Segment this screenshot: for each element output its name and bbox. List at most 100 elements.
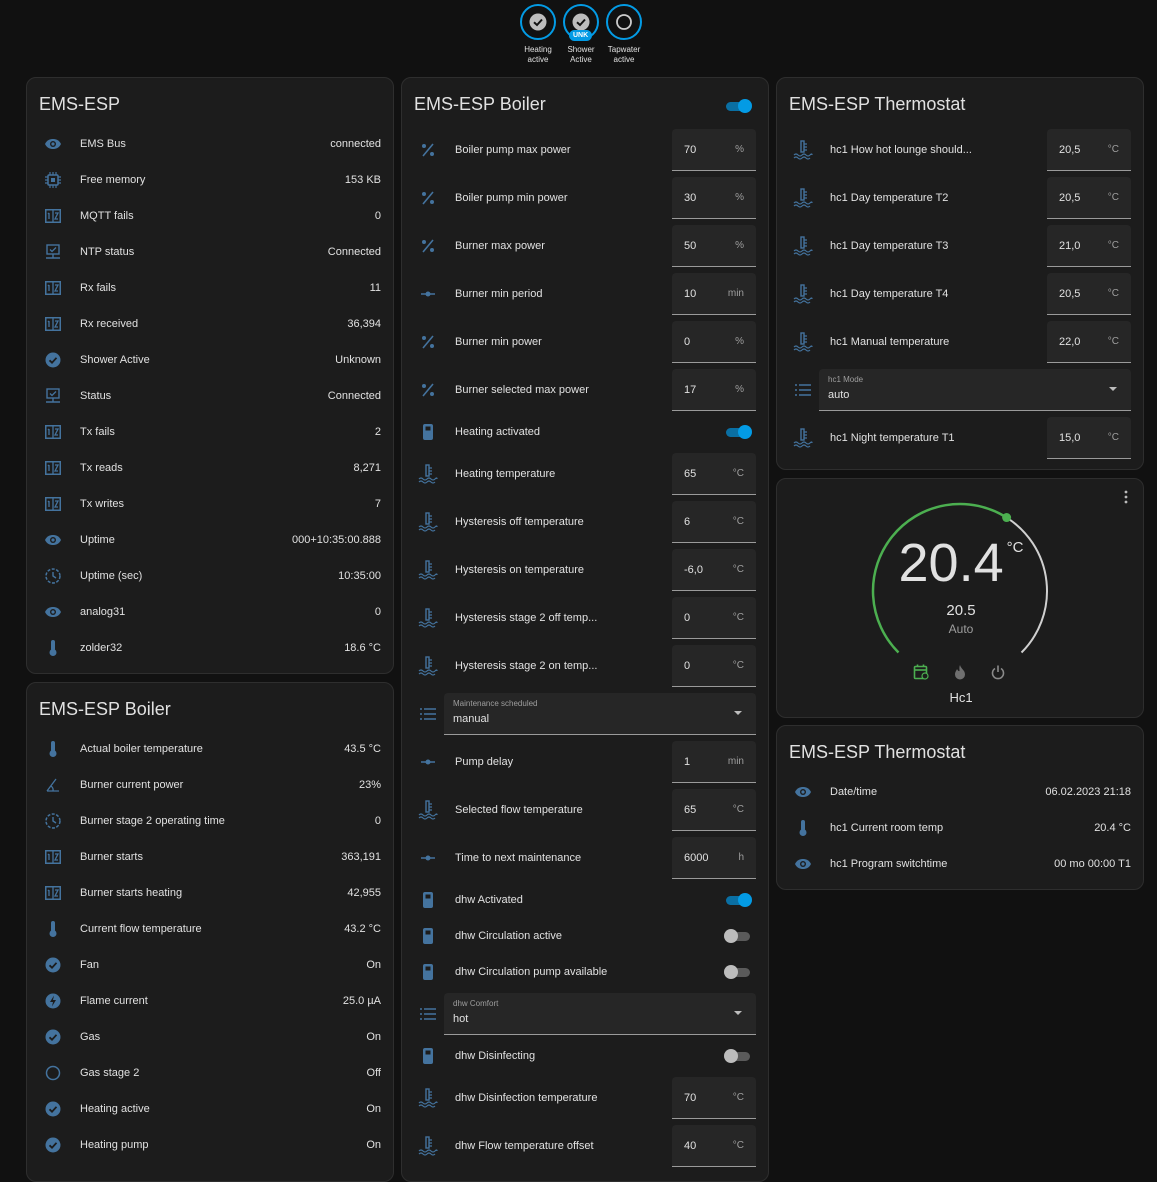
entity-row-ntp-status[interactable]: NTP status Connected (27, 243, 393, 261)
dhw-circulation-active-toggle[interactable] (724, 929, 752, 943)
dhw-disinfection-temperature-input[interactable]: 70 °C (672, 1077, 756, 1119)
dhw-circulation-pump-available-toggle[interactable] (724, 965, 752, 979)
entity-row-burner-current-power[interactable]: Burner current power 23% (27, 776, 393, 794)
hc1-day-temperature-t3-input[interactable]: 21,0 °C (1047, 225, 1131, 267)
boiler-header-toggle[interactable] (724, 99, 752, 113)
selected-flow-temperature-input[interactable]: 65 °C (672, 789, 756, 831)
percent-icon (418, 332, 438, 352)
hc1-how-hot-lounge-should-input[interactable]: 20,5 °C (1047, 129, 1131, 171)
control-row-hc1-day-temperature-t2: hc1 Day temperature T2 20,5 °C (777, 174, 1143, 222)
entity-row-date-time[interactable]: Date/time 06.02.2023 21:18 (777, 783, 1143, 801)
input-value: -6,0 (684, 564, 703, 576)
thermometer-icon (43, 919, 63, 939)
boiler-pump-min-power-input[interactable]: 30% (672, 177, 756, 219)
entity-row-zolder32[interactable]: zolder32 18.6 °C (27, 639, 393, 657)
hysteresis-on-temperature-input[interactable]: -6,0 °C (672, 549, 756, 591)
badge-tapwater-active[interactable]: Tapwater active (606, 4, 642, 65)
entity-name: Flame current (80, 995, 148, 1007)
entity-row-heating-active[interactable]: Heating active On (27, 1100, 393, 1118)
hc1-night-temperature-t1-input[interactable]: 15,0 °C (1047, 417, 1131, 459)
entity-row-flame-current[interactable]: Flame current 25.0 µA (27, 992, 393, 1010)
time-to-next-maintenance-input[interactable]: 6000 h (672, 837, 756, 879)
dial-handle[interactable] (1002, 513, 1012, 523)
badge-ring (520, 4, 556, 40)
entity-row-hc1-program-switchtime[interactable]: hc1 Program switchtime 00 mo 00:00 T1 (777, 855, 1143, 873)
entity-row-free-memory[interactable]: Free memory 153 KB (27, 171, 393, 189)
dhw-flow-temperature-offset-input[interactable]: 40 °C (672, 1125, 756, 1167)
thermostat-name: Hc1 (949, 690, 973, 705)
badge-bar: Heating active UNK Shower Active Tapwater a… (520, 4, 642, 65)
entity-row-tx-reads[interactable]: Tx reads 8,271 (27, 459, 393, 477)
hysteresis-stage-2-off-temp-input[interactable]: 0 °C (672, 597, 756, 639)
entity-name: MQTT fails (80, 210, 134, 222)
dhw-disinfecting-toggle[interactable] (724, 1049, 752, 1063)
badge-shower-active[interactable]: UNK Shower Active (563, 4, 599, 65)
hysteresis-off-temperature-input[interactable]: 6 °C (672, 501, 756, 543)
entity-name: Free memory (80, 174, 146, 186)
input-unit: °C (1107, 192, 1119, 203)
counter-icon (43, 206, 63, 226)
entity-row-shower-active[interactable]: Shower Active Unknown (27, 351, 393, 369)
entity-row-tx-fails[interactable]: Tx fails 2 (27, 423, 393, 441)
entity-row-burner-starts[interactable]: Burner starts 363,191 (27, 848, 393, 866)
mode-auto-button[interactable] (913, 664, 929, 685)
mode-off-button[interactable] (991, 665, 1005, 685)
more-options-icon[interactable] (1123, 490, 1129, 504)
flash-circle-icon (43, 991, 63, 1011)
entity-value: 25.0 µA (342, 995, 381, 1007)
heating-temperature-input[interactable]: 65 °C (672, 453, 756, 495)
entity-row-uptime[interactable]: Uptime 000+10:35:00.888 (27, 531, 393, 549)
temperature-dial[interactable] (777, 479, 1144, 718)
entity-row-mqtt-fails[interactable]: MQTT fails 0 (27, 207, 393, 225)
entity-row-actual-boiler-temperature[interactable]: Actual boiler temperature 43.5 °C (27, 740, 393, 758)
entity-row-burner-starts-heating[interactable]: Burner starts heating 42,955 (27, 884, 393, 902)
percent-icon (418, 188, 438, 208)
entity-row-uptime-sec[interactable]: Uptime (sec) 10:35:00 (27, 567, 393, 585)
entity-row-analog31[interactable]: analog31 0 (27, 603, 393, 621)
control-name: hc1 Day temperature T4 (830, 288, 949, 300)
hysteresis-stage-2-on-temp-input[interactable]: 0 °C (672, 645, 756, 687)
entity-name: Actual boiler temperature (80, 743, 203, 755)
entity-value: 11 (369, 282, 381, 294)
entity-row-fan[interactable]: Fan On (27, 956, 393, 974)
hc1-mode-select[interactable]: hc1 Mode auto (819, 369, 1131, 411)
badge-label: Shower Active (567, 45, 595, 64)
dhw-comfort-select[interactable]: dhw Comfort hot (444, 993, 756, 1035)
burner-selected-max-power-input[interactable]: 17% (672, 369, 756, 411)
entity-row-hc1-current-room-temp[interactable]: hc1 Current room temp 20.4 °C (777, 819, 1143, 837)
hc1-day-temperature-t4-input[interactable]: 20,5 °C (1047, 273, 1131, 315)
entity-row-gas[interactable]: Gas On (27, 1028, 393, 1046)
entity-name: hc1 Current room temp (830, 822, 944, 834)
boiler-pump-max-power-input[interactable]: 70% (672, 129, 756, 171)
current-temperature-display: 20.4 °C (777, 533, 1143, 593)
input-value: 15,0 (1059, 432, 1081, 444)
entity-row-tx-writes[interactable]: Tx writes 7 (27, 495, 393, 513)
dropdown-arrow-icon (734, 711, 742, 715)
entity-row-status[interactable]: Status Connected (27, 387, 393, 405)
entity-row-burner-stage-2-operating-time[interactable]: Burner stage 2 operating time 0 (27, 812, 393, 830)
burner-min-period-input[interactable]: 10 min (672, 273, 756, 315)
hc1-manual-temperature-input[interactable]: 22,0 °C (1047, 321, 1131, 363)
entity-row-rx-received[interactable]: Rx received 36,394 (27, 315, 393, 333)
ems-esp-card: EMS-ESP EMS Bus connected Free memory 153 K… (26, 77, 394, 674)
entity-row-heating-pump[interactable]: Heating pump On (27, 1136, 393, 1154)
entity-row-ems-bus[interactable]: EMS Bus connected (27, 135, 393, 153)
maintenance-scheduled-select[interactable]: Maintenance scheduled manual (444, 693, 756, 735)
entity-row-rx-fails[interactable]: Rx fails 11 (27, 279, 393, 297)
entity-name: Shower Active (80, 354, 150, 366)
input-value: 6000 (684, 852, 709, 864)
input-value: 0 (684, 660, 691, 672)
heating-activated-toggle[interactable] (724, 425, 752, 439)
hc1-day-temperature-t2-input[interactable]: 20,5 °C (1047, 177, 1131, 219)
badge-heating-active[interactable]: Heating active (520, 4, 556, 65)
entity-value: 8,271 (353, 462, 381, 474)
burner-max-power-input[interactable]: 50% (672, 225, 756, 267)
input-unit: °C (732, 660, 744, 671)
pump-delay-input[interactable]: 1 min (672, 741, 756, 783)
mode-heat-button[interactable] (953, 665, 967, 685)
burner-min-power-input[interactable]: 0% (672, 321, 756, 363)
entity-row-current-flow-temperature[interactable]: Current flow temperature 43.2 °C (27, 920, 393, 938)
entity-row-gas-stage-2[interactable]: Gas stage 2 Off (27, 1064, 393, 1082)
dhw-activated-toggle[interactable] (724, 893, 752, 907)
control-name: hc1 Night temperature T1 (830, 432, 955, 444)
